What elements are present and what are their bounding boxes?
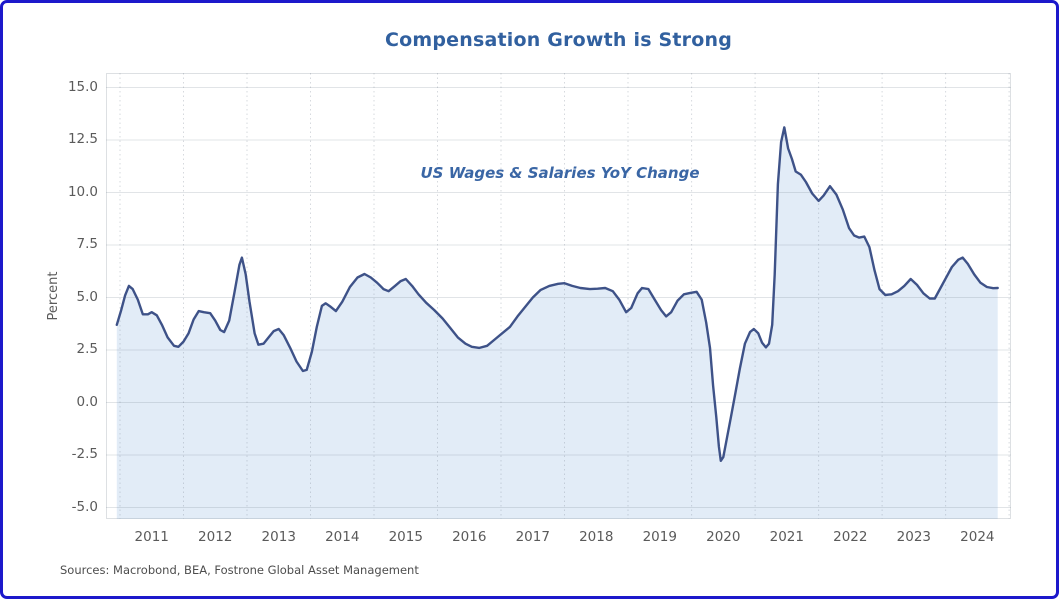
x-tick-label: 2019 — [642, 529, 677, 545]
series-annotation: US Wages & Salaries YoY Change — [420, 164, 700, 182]
x-tick-label: 2013 — [261, 529, 296, 545]
plot-border — [106, 73, 1011, 519]
series-line — [115, 126, 999, 462]
x-tick-label: 2018 — [579, 529, 614, 545]
x-tick-label: 2023 — [896, 529, 931, 545]
y-tick-label: 7.5 — [76, 236, 98, 253]
chart-title: Compensation Growth is Strong — [384, 29, 733, 51]
plot-area — [106, 73, 1011, 520]
x-tick-label: 2017 — [515, 529, 550, 545]
x-tick-label: 2016 — [452, 529, 487, 545]
y-tick-label: -2.5 — [71, 446, 98, 463]
y-tick-label: 10.0 — [67, 183, 98, 200]
y-tick-label: 12.5 — [67, 131, 98, 148]
y-tick-label: 5.0 — [76, 288, 98, 305]
series-area-fill — [116, 127, 998, 520]
x-tick-label: 2014 — [325, 529, 360, 545]
x-tick-label: 2015 — [388, 529, 423, 545]
source-note: Sources: Macrobond, BEA, Fostrone Global… — [60, 563, 419, 577]
x-tick-label: 2012 — [198, 529, 233, 545]
y-tick-label: 2.5 — [76, 341, 98, 358]
y-tick-label: 15.0 — [67, 78, 98, 95]
x-tick-label: 2024 — [960, 529, 995, 545]
y-tick-label: -5.0 — [71, 498, 98, 515]
y-tick-label: 0.0 — [76, 393, 98, 410]
x-tick-label: 2020 — [706, 529, 741, 545]
x-tick-label: 2021 — [769, 529, 804, 545]
x-tick-label: 2022 — [833, 529, 868, 545]
x-tick-label: 2011 — [134, 529, 169, 545]
